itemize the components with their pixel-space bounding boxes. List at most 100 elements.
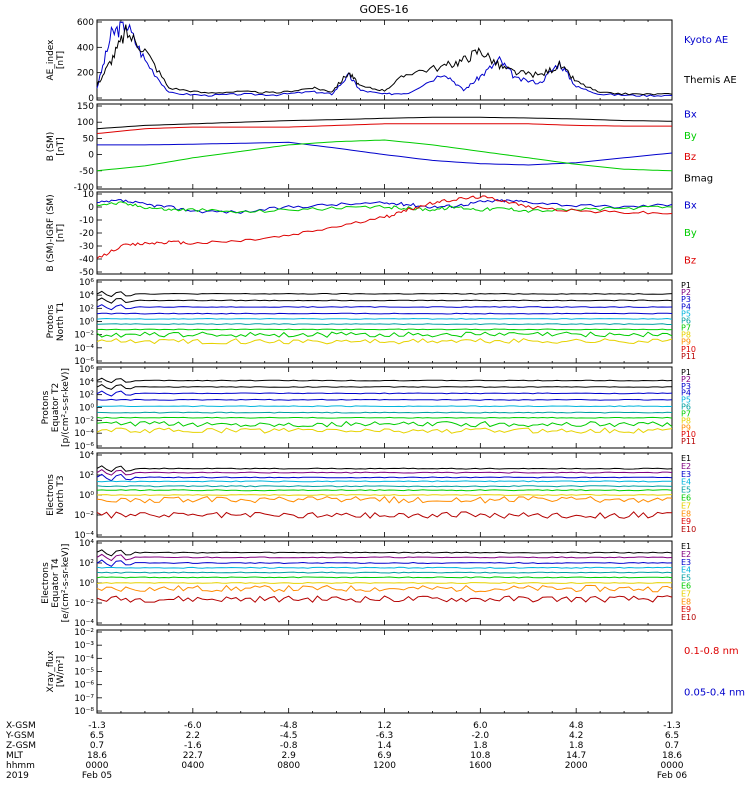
- y-axis-label: Xray_flux: [46, 650, 56, 693]
- channel-line: [96, 489, 673, 492]
- y-tick-label: 10⁻⁶: [74, 681, 94, 691]
- y-tick-label: 10⁰: [79, 318, 94, 328]
- y-tick-label: 200: [77, 69, 94, 79]
- legend-p8: P8: [681, 416, 691, 425]
- legend-p2: P2: [681, 288, 691, 297]
- footer-value: 18.6: [87, 751, 107, 761]
- legend-p7: P7: [681, 324, 691, 333]
- y-tick-label: 10²: [79, 471, 94, 481]
- legend-p6: P6: [681, 403, 691, 412]
- footer-value: 6.9: [377, 751, 392, 761]
- y-tick-label: 10⁻⁸: [74, 707, 94, 717]
- channel-line: [96, 398, 673, 401]
- legend-p5: P5: [681, 309, 691, 318]
- channel-line: [96, 416, 673, 419]
- panel-frame: [96, 366, 673, 449]
- panel-bigrf: 10 0 -10 -20 -30 -40 -50 B (SM)-IGRF (SM) [nT] Bx…: [46, 190, 697, 278]
- footer-value: 10.8: [470, 751, 490, 761]
- legend-e8: E8: [681, 597, 691, 606]
- channel-line: [96, 549, 673, 557]
- legend-p4: P4: [681, 302, 691, 311]
- channel-line: [96, 485, 673, 488]
- y-tick-label: 10⁻⁴: [74, 531, 94, 541]
- footer-value: 18.6: [662, 751, 682, 761]
- legend-e3: E3: [681, 470, 691, 479]
- legend-p1: P1: [681, 368, 691, 377]
- y-tick-label: 10⁻²: [74, 628, 94, 638]
- legend-e10: E10: [681, 525, 696, 534]
- y-tick-label: 10²: [79, 559, 94, 569]
- panel-ae: 600 400 200 0 AE_index [nT] Kyoto AE Themis AE: [46, 18, 737, 104]
- panel-xray: 10⁻² 10⁻³ 10⁻⁴ 10⁻⁵ 10⁻⁶ 10⁻⁷ 10⁻⁸ Xray_flux [W/…: [46, 628, 745, 717]
- series-bz: [96, 195, 673, 259]
- legend-kyoto-ae: Kyoto AE: [684, 35, 728, 46]
- y-tick-label: 600: [77, 18, 94, 28]
- legend-e9: E9: [681, 517, 691, 526]
- y-tick-label: 10⁻⁴: [74, 654, 94, 664]
- y-tick-label: -50: [79, 167, 94, 177]
- legend-bx: Bx: [684, 110, 697, 121]
- legend-p3: P3: [681, 295, 691, 304]
- y-tick-label: 10⁶: [79, 278, 94, 288]
- legend-0-05-0-4-nm: 0.05-0.4 nm: [684, 687, 745, 698]
- footer-value: 0.7: [90, 741, 104, 751]
- footer-value: -2.0: [472, 731, 490, 741]
- legend-bz: Bz: [684, 255, 696, 266]
- legend-themis-ae: Themis AE: [683, 75, 737, 86]
- y-tick-label: 10⁰: [79, 491, 94, 501]
- legend-e5: E5: [681, 486, 691, 495]
- channel-line: [96, 323, 672, 326]
- footer-value: 0.7: [665, 741, 679, 751]
- channel-line: [96, 290, 673, 298]
- footer-value: -0.8: [280, 741, 298, 751]
- legend-by: By: [684, 228, 697, 239]
- legend-e7: E7: [681, 501, 691, 510]
- legend-p6: P6: [681, 316, 691, 325]
- channel-line: [96, 338, 673, 345]
- channel-line: [96, 465, 673, 473]
- series-themis-ae: [96, 24, 673, 96]
- legend-p11: P11: [681, 352, 696, 361]
- y-tick-label: 10⁴: [79, 291, 94, 301]
- channel-line: [96, 473, 673, 482]
- legend-bz: Bz: [684, 152, 696, 163]
- y-tick-label: 0: [88, 151, 94, 161]
- footer-value: -6.3: [376, 731, 394, 741]
- y-axis-label: Protons: [46, 304, 56, 338]
- y-axis-label: [W/m²]: [56, 656, 66, 687]
- series-by: [96, 139, 673, 172]
- plot-title: GOES-16: [359, 3, 408, 16]
- series-kyoto-ae: [96, 21, 673, 97]
- y-axis-label: Protons: [41, 390, 51, 424]
- channel-line: [96, 427, 673, 434]
- y-tick-label: 10⁻⁷: [74, 694, 94, 704]
- y-tick-label: 0: [88, 203, 94, 213]
- footer-value: 0000: [661, 761, 684, 771]
- footer-value: 4.2: [569, 731, 583, 741]
- y-axis-label: B (SM)-IGRF (SM): [46, 194, 56, 271]
- y-tick-label: 0: [88, 94, 94, 104]
- y-tick-label: 10⁰: [79, 404, 94, 414]
- panel-frame: [96, 19, 673, 101]
- channel-line: [96, 493, 673, 497]
- panel-elec_t4: 10⁴ 10² 10⁰ 10⁻² 10⁻⁴ Electrons Equator T4 [e/(…: [41, 539, 696, 629]
- legend-e4: E4: [681, 478, 691, 487]
- y-tick-label: 10⁰: [79, 579, 94, 589]
- y-tick-label: 10⁻⁵: [74, 668, 94, 678]
- legend-e9: E9: [681, 605, 691, 614]
- y-tick-label: 10⁴: [79, 539, 94, 549]
- channel-line: [96, 581, 673, 585]
- channel-line: [96, 584, 673, 593]
- y-tick-label: -50: [79, 268, 94, 278]
- panel-frame: [96, 103, 673, 190]
- legend-e6: E6: [681, 582, 691, 591]
- legend-p2: P2: [681, 375, 691, 384]
- y-tick-label: 400: [77, 43, 94, 53]
- legend-p7: P7: [681, 409, 691, 418]
- y-axis-label: [nT]: [56, 137, 66, 155]
- channel-line: [96, 468, 673, 476]
- channel-line: [96, 317, 673, 320]
- channel-line: [96, 377, 673, 384]
- channel-line: [96, 411, 673, 414]
- panel-frame: [96, 629, 673, 714]
